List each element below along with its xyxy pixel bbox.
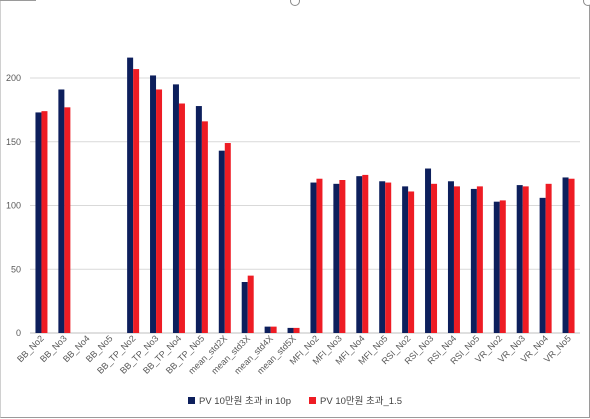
bar-2-BB_TP_No2 <box>133 69 140 333</box>
resize-handle-top-right[interactable] <box>583 0 590 6</box>
y-tick-label: 200 <box>6 73 21 83</box>
legend-swatch-series-2 <box>309 396 317 404</box>
bar-2-mean_std5X <box>293 327 300 333</box>
bar-2-RSI_No5 <box>476 186 483 333</box>
bar-1-MFI_No3 <box>333 183 340 333</box>
bar-1-MFI_No2 <box>310 182 317 333</box>
bar-1-MFI_No4 <box>356 176 363 333</box>
frame-top-line <box>0 0 36 1</box>
bar-1-BB_TP_No4 <box>172 84 179 333</box>
bar-1-VR_No5 <box>562 177 569 333</box>
bar-1-VR_No4 <box>539 197 546 333</box>
legend-swatch-series-1 <box>188 396 195 404</box>
x-axis-labels: BB_No2BB_No3BB_No4BB_No5BB_TP_No2BB_TP_N… <box>15 333 573 376</box>
bar-1-BB_TP_No5 <box>195 106 202 333</box>
y-tick-label: 0 <box>16 328 21 338</box>
bar-1-MFI_No5 <box>379 181 386 333</box>
bar-2-BB_No3 <box>64 107 71 333</box>
bar-2-MFI_No3 <box>339 180 346 333</box>
resize-handle-top[interactable] <box>290 0 300 6</box>
bar-2-mean_std2X <box>224 143 231 333</box>
bar-2-RSI_No3 <box>431 183 438 333</box>
bar-chart: 0 50 100 150 200 BB_No2BB_No3BB_No4BB_No5BB_… <box>6 57 580 376</box>
bar-2-VR_No4 <box>545 183 552 333</box>
bar-1-mean_std5X <box>287 327 294 333</box>
bar-1-mean_std3X <box>241 282 248 333</box>
bar-2-VR_No2 <box>499 200 506 333</box>
bar-2-mean_std4X <box>270 326 277 333</box>
bar-1-RSI_No4 <box>447 181 454 333</box>
gridlines <box>30 77 580 334</box>
bar-2-BB_No2 <box>41 111 48 334</box>
bar-2-MFI_No2 <box>316 178 323 333</box>
y-tick-label: 150 <box>6 137 21 147</box>
legend: PV 10만원 초과 in 10p PV 10만원 초과_1.5 <box>0 393 590 407</box>
bar-2-BB_TP_No5 <box>201 121 208 333</box>
bar-1-RSI_No2 <box>402 186 409 333</box>
legend-item-series-1: PV 10만원 초과 in 10p <box>188 393 291 407</box>
bar-2-MFI_No5 <box>385 182 392 333</box>
bar-1-mean_std4X <box>264 326 271 333</box>
bar-1-mean_std2X <box>218 150 225 333</box>
y-tick-label: 100 <box>6 201 21 211</box>
y-tick-label: 50 <box>11 264 21 274</box>
bar-1-BB_TP_No3 <box>150 75 157 333</box>
bar-2-BB_TP_No3 <box>156 89 163 333</box>
legend-label-series-1: PV 10만원 초과 in 10p <box>199 396 292 407</box>
bar-2-VR_No5 <box>568 178 575 333</box>
bar-2-MFI_No4 <box>362 174 369 333</box>
bar-2-BB_TP_No4 <box>178 103 185 333</box>
bars <box>35 57 575 334</box>
legend-label-series-2: PV 10만원 초과_1.5 <box>320 396 402 407</box>
bar-1-BB_TP_No2 <box>127 57 134 333</box>
bar-2-VR_No3 <box>522 186 529 333</box>
bar-2-mean_std3X <box>247 275 254 333</box>
bar-1-BB_No2 <box>35 112 42 333</box>
bar-1-BB_No3 <box>58 89 65 333</box>
bar-2-RSI_No2 <box>408 191 415 333</box>
y-axis-ticks: 0 50 100 150 200 <box>6 73 21 338</box>
bar-1-VR_No3 <box>516 185 523 333</box>
bar-1-RSI_No3 <box>425 168 432 333</box>
bar-1-VR_No2 <box>493 201 500 333</box>
bar-1-RSI_No5 <box>470 188 477 333</box>
legend-item-series-2: PV 10만원 초과_1.5 <box>309 393 402 407</box>
bar-2-RSI_No4 <box>453 186 460 333</box>
